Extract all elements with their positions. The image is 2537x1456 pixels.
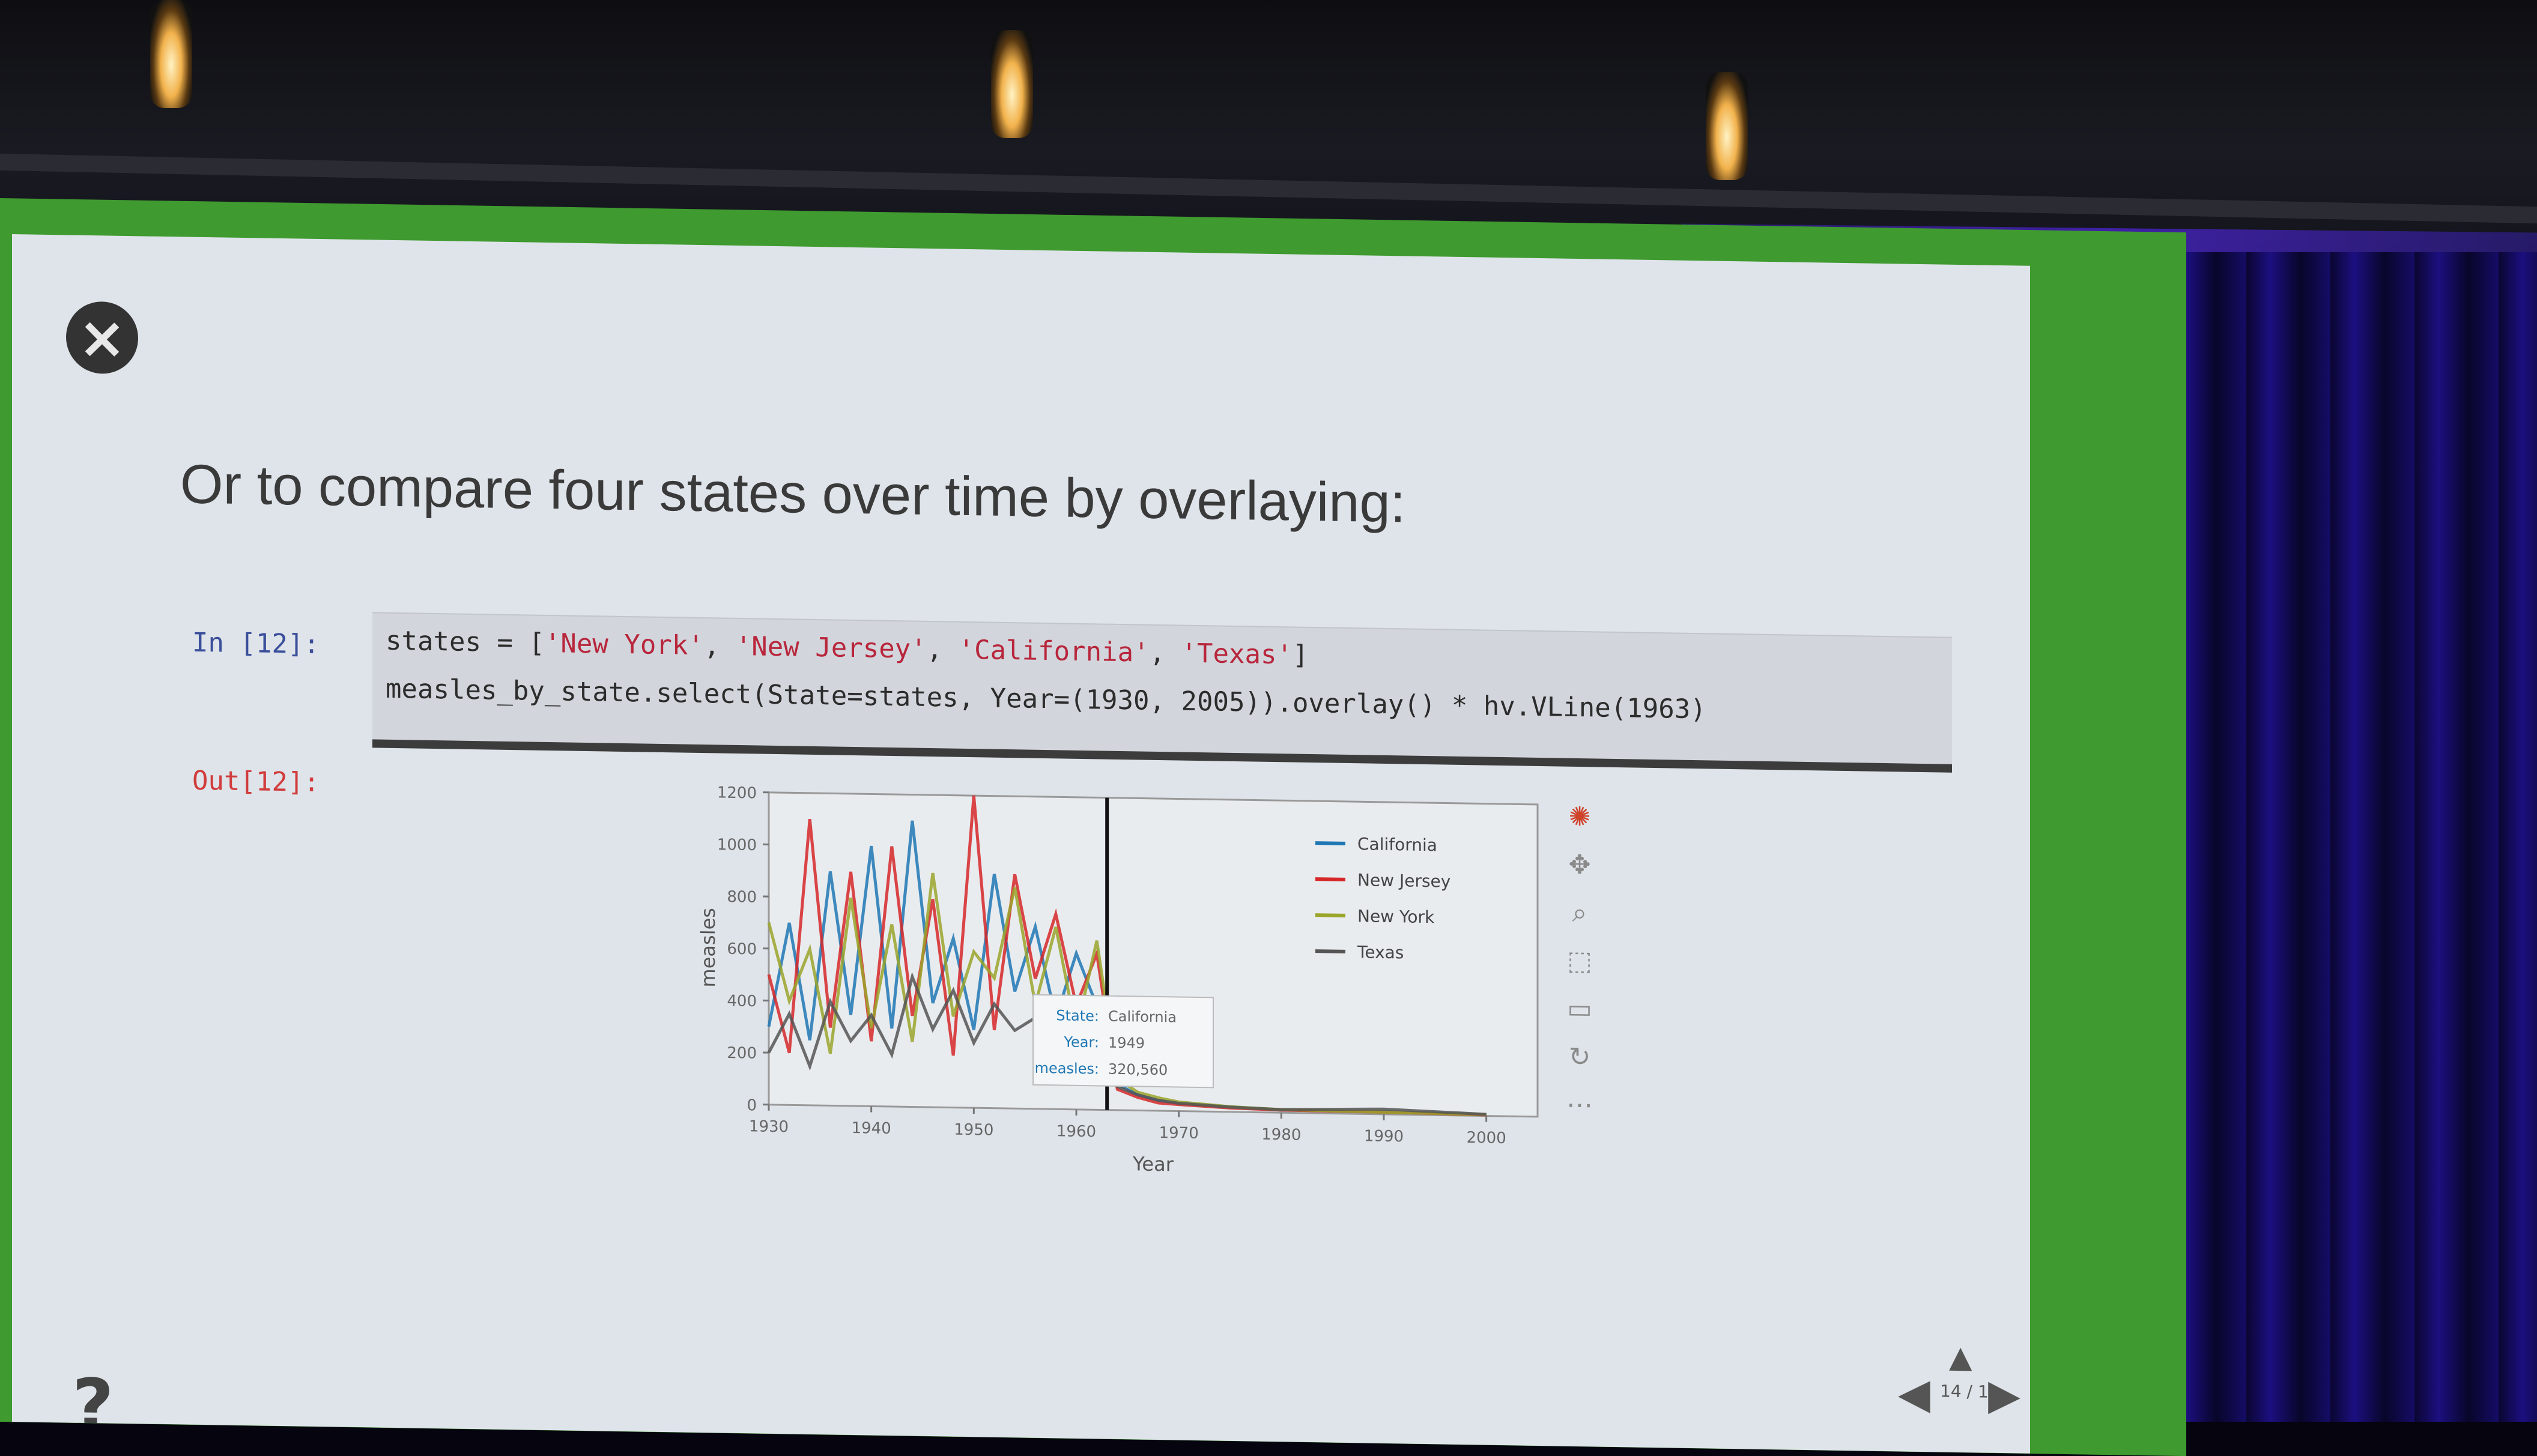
x-tick-label: 1930 xyxy=(749,1117,789,1136)
slide-heading: Or to compare four states over time by o… xyxy=(180,453,1682,539)
slide: × Or to compare four states over time by… xyxy=(12,234,2030,1454)
nav-up-icon[interactable]: ▲ xyxy=(1949,1340,1972,1375)
chart-canvas[interactable]: 0 200 400 600 800 1000 1200 1930 1940 1950 1960 197… xyxy=(691,773,1652,1221)
y-tick-label: 1200 xyxy=(717,784,757,802)
x-tick-label: 1960 xyxy=(1056,1122,1096,1141)
stage-lamp xyxy=(1706,72,1748,180)
legend-label: New York xyxy=(1357,906,1435,927)
nav-left-icon[interactable]: ◀ xyxy=(1898,1368,1930,1418)
x-tick-label: 1950 xyxy=(954,1121,993,1140)
legend-label: Texas xyxy=(1357,942,1404,962)
y-tick-label: 600 xyxy=(727,940,757,959)
y-tick-label: 1000 xyxy=(717,836,757,854)
legend-label: New Jersey xyxy=(1357,870,1450,891)
help-icon[interactable]: ? xyxy=(72,1364,114,1448)
x-tick-label: 1980 xyxy=(1261,1126,1301,1144)
y-tick-label: 400 xyxy=(727,992,757,1010)
legend-swatch xyxy=(1315,951,1345,952)
y-axis-label: measles xyxy=(697,908,720,988)
x-tick-label: 1940 xyxy=(852,1119,891,1138)
tooltip-value: 320,560 xyxy=(1108,1061,1168,1079)
bokeh-logo-icon[interactable]: ✺ xyxy=(1562,799,1598,836)
x-axis-label: Year xyxy=(1132,1152,1174,1176)
reset-icon[interactable]: ↻ xyxy=(1562,1039,1598,1076)
stage-lamp xyxy=(150,0,192,108)
input-prompt: In [12]: xyxy=(192,627,320,660)
measles-chart[interactable]: 0 200 400 600 800 1000 1200 1930 1940 1950 1960 197… xyxy=(691,773,1652,1221)
stage-lamp xyxy=(991,30,1033,138)
code-line-2: measles_by_state.select(State=states, Ye… xyxy=(386,674,1706,725)
box-zoom-icon[interactable]: ⬚ xyxy=(1562,943,1598,980)
y-tick-label: 800 xyxy=(727,888,757,907)
tooltip-value: California xyxy=(1108,1008,1177,1026)
save-icon[interactable]: ▭ xyxy=(1562,991,1598,1028)
tooltip-key: Year: xyxy=(1064,1034,1099,1051)
pan-icon[interactable]: ✥ xyxy=(1562,847,1598,884)
slide-counter: 14 / 1 xyxy=(1940,1381,1989,1401)
x-tick-label: 2000 xyxy=(1467,1129,1506,1147)
hover-icon[interactable]: ⋯ xyxy=(1562,1087,1598,1124)
tooltip-key: State: xyxy=(1056,1007,1099,1024)
tooltip-value: 1949 xyxy=(1108,1035,1145,1052)
x-tick-label: 1970 xyxy=(1159,1124,1199,1143)
slide-navigation: ▲ ◀ 14 / 1 ▶ xyxy=(1898,1344,2030,1442)
code-cell[interactable]: states = ['New York', 'New Jersey', 'Cal… xyxy=(372,612,1952,772)
tooltip-key: measles: xyxy=(1035,1060,1099,1078)
code-line-1: states = ['New York', 'New Jersey', 'Cal… xyxy=(386,626,1308,671)
nav-right-icon[interactable]: ▶ xyxy=(1988,1370,2020,1420)
x-tick-label: 1990 xyxy=(1364,1127,1404,1146)
legend-swatch xyxy=(1315,879,1345,880)
legend-label: California xyxy=(1357,834,1437,855)
legend-swatch xyxy=(1315,915,1345,916)
legend-swatch xyxy=(1315,843,1345,844)
output-prompt: Out[12]: xyxy=(192,766,320,798)
y-tick-label: 200 xyxy=(727,1044,757,1063)
close-icon[interactable]: × xyxy=(66,301,138,374)
stage-curtain xyxy=(2162,252,2537,1422)
y-tick-label: 0 xyxy=(747,1096,757,1114)
wheel-zoom-icon[interactable]: ⌕ xyxy=(1562,895,1598,932)
chart-toolbar: ✺ ✥ ⌕ ⬚ ▭ ↻ ⋯ xyxy=(1562,799,1604,1160)
